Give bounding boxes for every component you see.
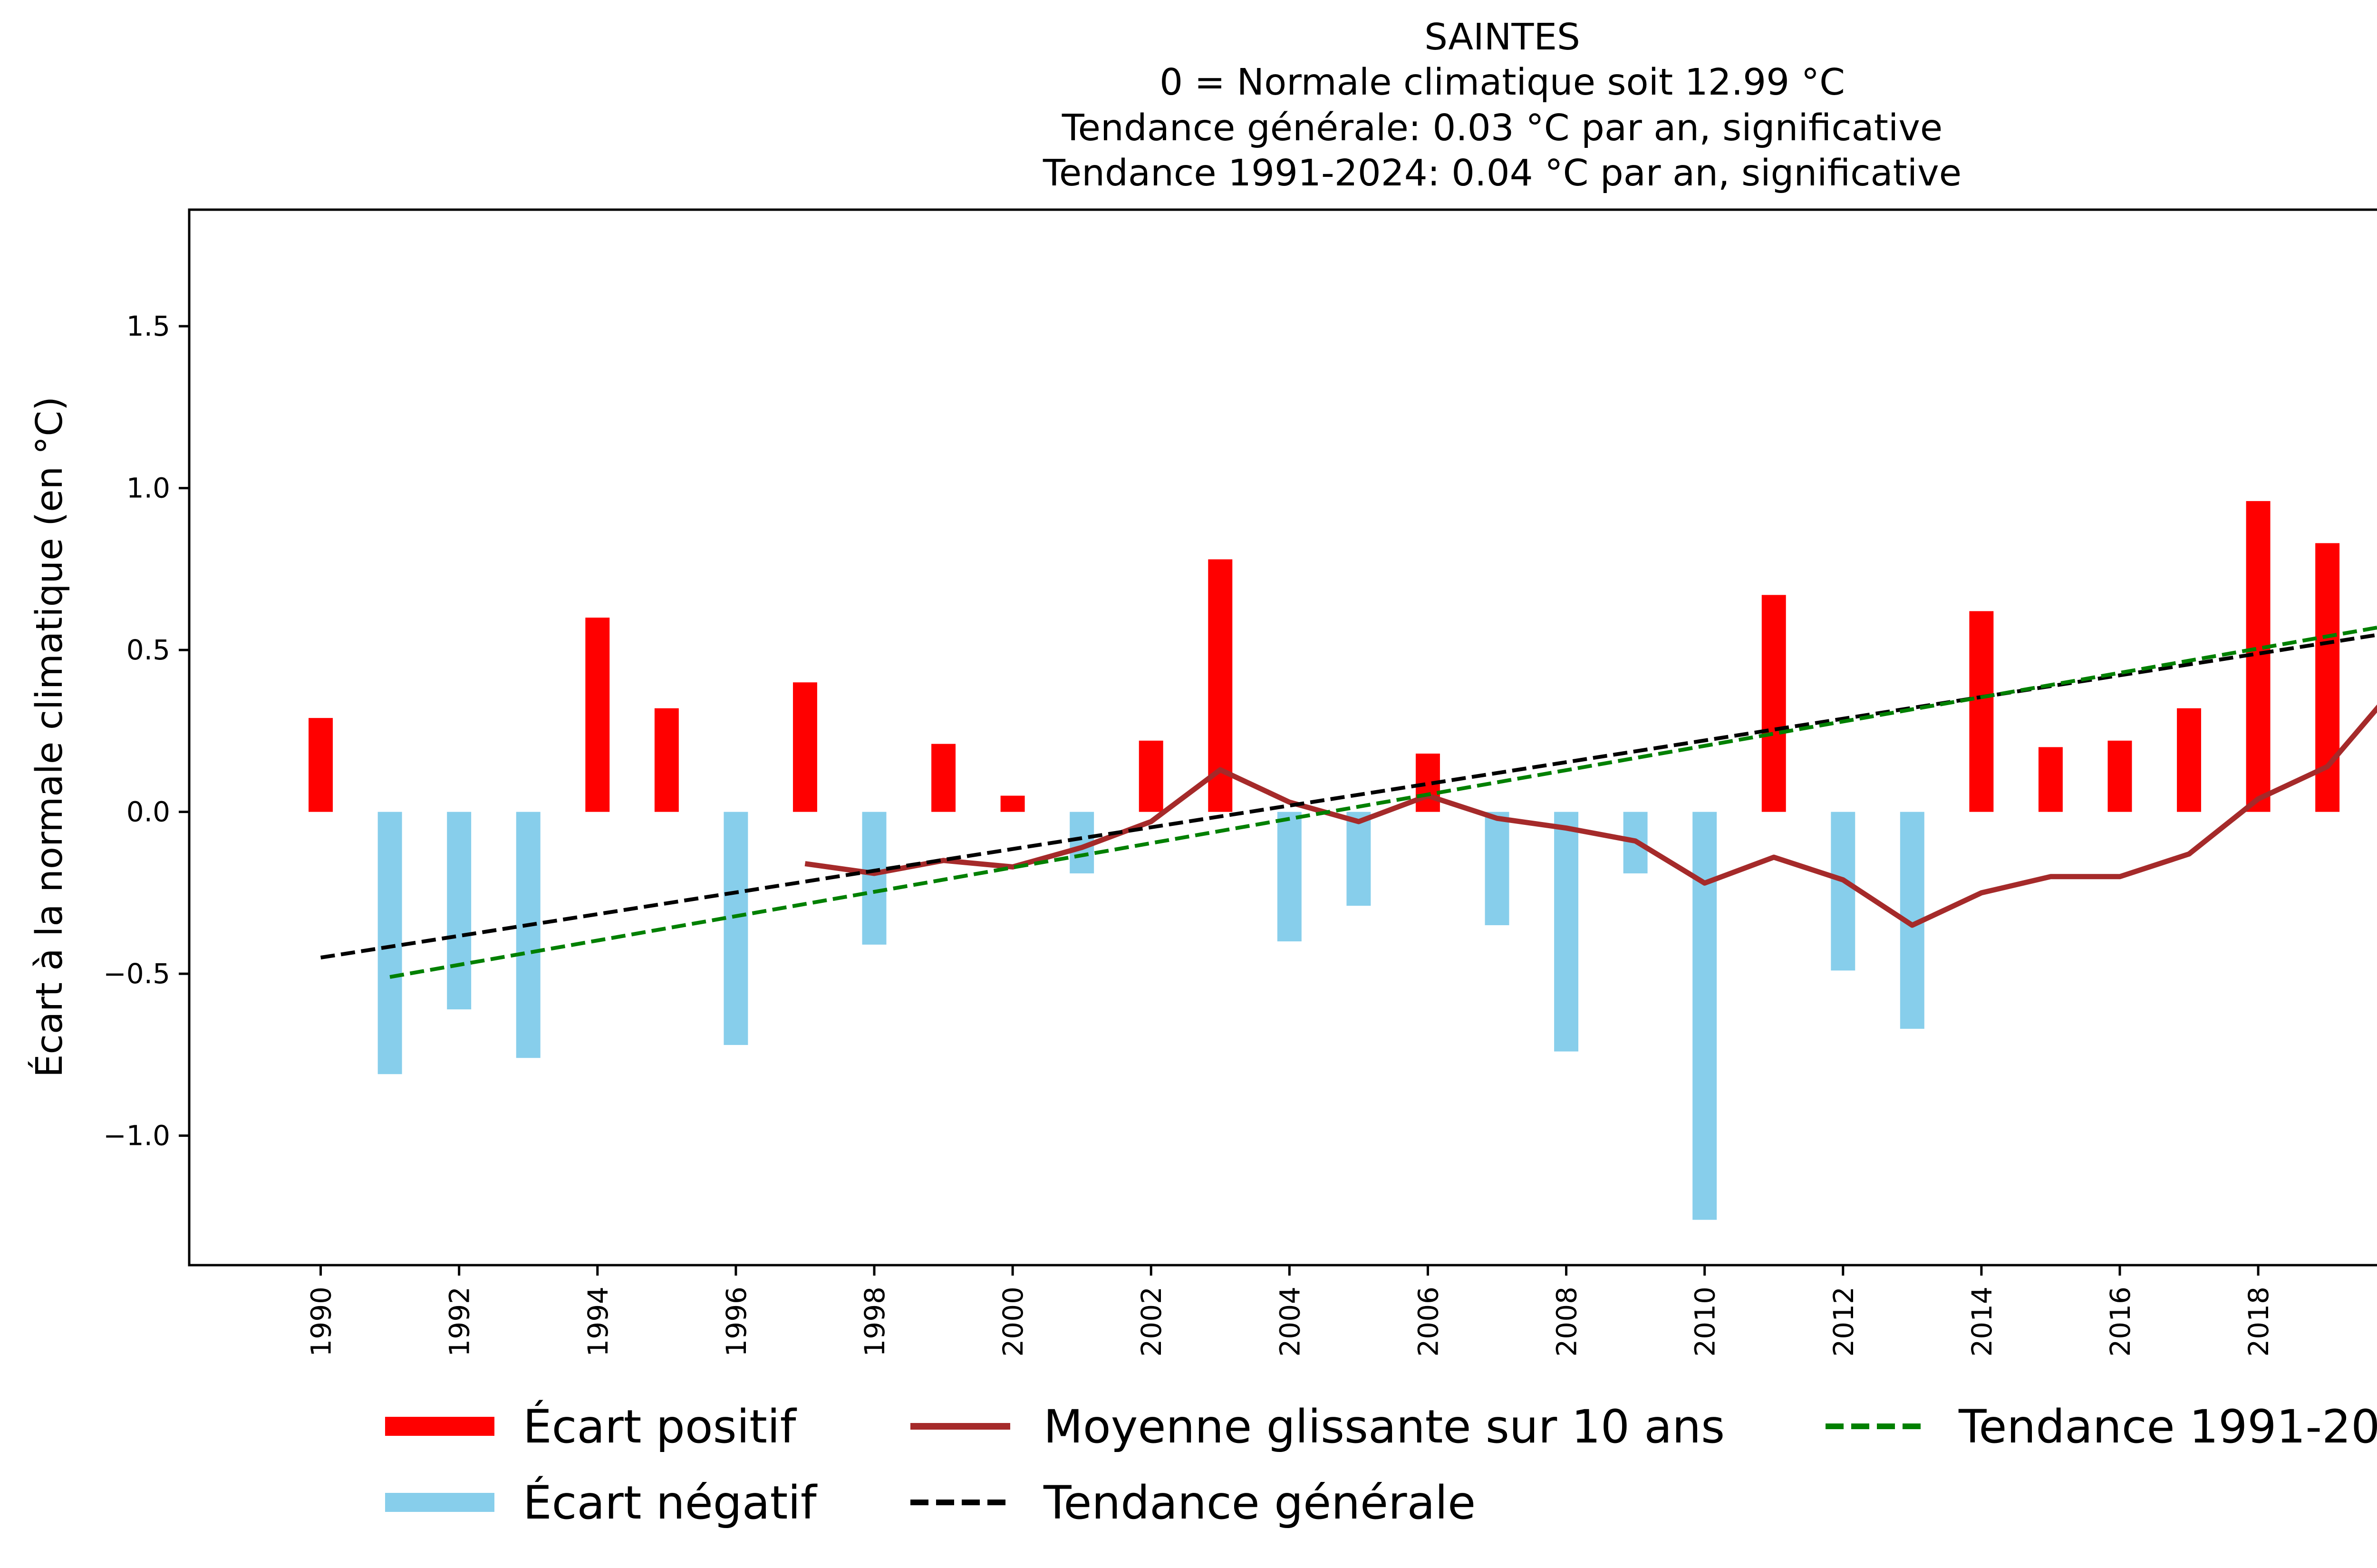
x-tick-label: 2012 <box>1827 1287 1860 1357</box>
x-tick-label: 2006 <box>1412 1287 1444 1357</box>
bar-positive-1994 <box>585 618 610 812</box>
bar-negative-2010 <box>1692 812 1717 1220</box>
y-tick-label: −1.0 <box>103 1120 170 1152</box>
y-tick-label: 0.5 <box>126 634 170 666</box>
x-tick-label: 2004 <box>1274 1287 1306 1357</box>
bar-positive-2016 <box>2107 740 2132 812</box>
y-tick-label: 1.0 <box>126 472 170 504</box>
title-line-trend-general: Tendance générale: 0.03 °C par an, signi… <box>1062 107 1943 149</box>
plot-frame <box>188 208 2377 1267</box>
bar-negative-2005 <box>1346 812 1371 906</box>
trend-general-line <box>320 633 2377 960</box>
bar-positive-2002 <box>1139 740 1163 812</box>
bar-negative-2004 <box>1277 812 1302 942</box>
x-tick-label: 2016 <box>2104 1287 2136 1357</box>
bar-negative-2008 <box>1554 812 1579 1052</box>
y-tick-label: 1.5 <box>126 310 170 342</box>
bar-negative-1992 <box>447 812 472 1010</box>
chart-title: SAINTES 0 = Normale climatique soit 12.9… <box>1043 16 1962 194</box>
legend-label-1: Écart négatif <box>523 1476 818 1529</box>
bar-positive-2015 <box>2038 747 2063 812</box>
y-tick-label: −0.5 <box>103 958 170 990</box>
title-line-station: SAINTES <box>1424 16 1580 58</box>
bar-negative-2012 <box>1831 812 1855 971</box>
bar-negative-1991 <box>377 812 402 1074</box>
bar-positive-2000 <box>1000 795 1025 812</box>
x-tick-label: 1990 <box>305 1287 338 1357</box>
bar-positive-1990 <box>309 718 333 812</box>
bar-positive-1999 <box>931 744 956 812</box>
bar-positive-2011 <box>1761 595 1786 812</box>
line-series <box>320 626 2377 979</box>
bar-negative-1993 <box>516 812 541 1058</box>
bar-series <box>309 501 2340 1220</box>
y-axis-label: Écart à la normale climatique (en °C) <box>28 397 71 1077</box>
legend-label-0: Écart positif <box>523 1400 797 1453</box>
bar-negative-1996 <box>724 812 748 1045</box>
legend-label-2: Moyenne glissante sur 10 ans <box>1044 1400 1725 1453</box>
x-tick-label: 2018 <box>2242 1287 2275 1357</box>
legend-label-4: Tendance 1991-2024 <box>1958 1400 2377 1453</box>
title-line-trend-1991-2024: Tendance 1991-2024: 0.04 °C par an, sign… <box>1043 152 1962 194</box>
x-tick-label: 2000 <box>997 1287 1029 1357</box>
x-tick-label: 1996 <box>720 1287 753 1357</box>
y-tick-label: 0.0 <box>126 796 170 828</box>
bar-positive-1997 <box>792 682 817 812</box>
legend-label-3: Tendance générale <box>1043 1476 1476 1529</box>
title-line-normal: 0 = Normale climatique soit 12.99 °C <box>1160 61 1845 104</box>
bar-positive-1995 <box>654 708 679 812</box>
bar-positive-2017 <box>2177 708 2202 812</box>
x-tick-label: 2002 <box>1135 1287 1168 1357</box>
x-tick-label: 1992 <box>444 1287 476 1357</box>
x-tick-label: 1994 <box>582 1287 614 1357</box>
trend-1991-2024-line <box>389 626 2377 979</box>
bar-negative-2007 <box>1485 812 1509 925</box>
bar-negative-1998 <box>862 812 887 945</box>
moving-average-line <box>804 704 2377 928</box>
x-tick-label: 2008 <box>1551 1287 1583 1357</box>
legend-swatch-0 <box>385 1417 494 1436</box>
x-tick-label: 1998 <box>859 1287 891 1357</box>
x-tick-label: 2014 <box>1966 1287 1998 1357</box>
x-tick-label: 2010 <box>1689 1287 1721 1357</box>
axes: 1.5 1.0 0.5 0.0 −0.5 −1.0 1990 1992 1994 1996 1998… <box>103 208 2377 1357</box>
legend-swatch-1 <box>385 1493 494 1512</box>
legend: Écart positif Écart négatif Moyenne glissa… <box>385 1400 2377 1529</box>
bar-positive-2014 <box>1969 611 1994 812</box>
